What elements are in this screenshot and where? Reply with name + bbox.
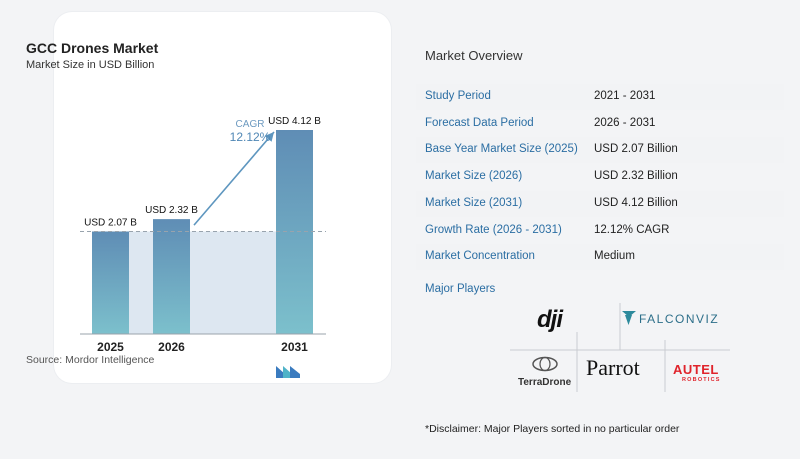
overview-row-value: USD 4.12 Billion xyxy=(594,196,678,209)
overview-row: Market Concentration Medium xyxy=(416,244,784,271)
data-label: USD 2.32 B xyxy=(145,205,198,216)
bar xyxy=(92,231,129,334)
major-players-title: Major Players xyxy=(425,283,496,295)
falconviz-logo-icon xyxy=(622,311,636,325)
overview-row: Base Year Market Size (2025) USD 2.07 Bil… xyxy=(416,137,784,164)
mordor-logo-icon xyxy=(276,366,300,378)
overview-row-label: Study Period xyxy=(425,90,491,102)
cagr-arrow xyxy=(193,131,275,226)
terradrone-logo: TerraDrone xyxy=(518,377,572,388)
cagr-arrowhead xyxy=(264,132,274,142)
overview-row-value: USD 2.32 Billion xyxy=(594,170,678,183)
base-level-band xyxy=(129,231,276,334)
overview-row-value: USD 2.07 Billion xyxy=(594,143,678,156)
overview-row: Market Size (2026) USD 2.32 Billion xyxy=(416,164,784,190)
parrot-logo: Parrot xyxy=(586,355,640,380)
overview-row-label: Forecast Data Period xyxy=(425,116,534,129)
overview-row: Study Period 2021 - 2031 xyxy=(416,84,784,110)
autel-robotics-text: ROBOTICS xyxy=(682,377,721,383)
overview-row-value: 12.12% CAGR xyxy=(594,223,670,236)
chart-subtitle: Market Size in USD Billion xyxy=(26,59,155,71)
disclaimer-note: *Disclaimer: Major Players sorted in no … xyxy=(425,423,680,435)
overview-row-label: Base Year Market Size (2025) xyxy=(425,143,578,156)
autel-logo: AUTEL xyxy=(673,362,719,377)
cagr-value: 12.12% xyxy=(230,130,271,144)
overview-row-value: 2021 - 2031 xyxy=(594,90,656,102)
overview-row: Forecast Data Period 2026 - 2031 xyxy=(416,111,784,137)
source-note: Source: Mordor Intelligence xyxy=(26,354,155,366)
overview-row: Growth Rate (2026 - 2031) 12.12% CAGR xyxy=(416,218,784,244)
overview-row-value: 2026 - 2031 xyxy=(594,116,656,129)
cagr-label: CAGR xyxy=(236,119,265,130)
chart-title: GCC Drones Market xyxy=(26,40,159,56)
overview-row-label: Market Concentration xyxy=(425,250,535,263)
overview-row: Market Size (2031) USD 4.12 Billion xyxy=(416,190,784,217)
data-label: USD 4.12 B xyxy=(268,116,321,127)
dji-logo: dji xyxy=(537,306,563,333)
overview-row-value: Medium xyxy=(594,250,635,263)
x-tick-label: 2026 xyxy=(158,340,185,354)
bar xyxy=(153,219,190,334)
overview-row-label: Market Size (2026) xyxy=(425,170,523,183)
x-tick-label: 2025 xyxy=(97,340,124,354)
falconviz-logo: FALCONVIZ xyxy=(639,312,720,326)
overview-row-label: Market Size (2031) xyxy=(425,196,523,209)
x-tick-label: 2031 xyxy=(281,340,308,354)
data-label: USD 2.07 B xyxy=(84,218,137,229)
overview-title: Market Overview xyxy=(425,48,523,63)
terradrone-logo-icon xyxy=(532,356,558,372)
players-logo-grid xyxy=(510,303,730,392)
overview-row-label: Growth Rate (2026 - 2031) xyxy=(425,223,562,236)
